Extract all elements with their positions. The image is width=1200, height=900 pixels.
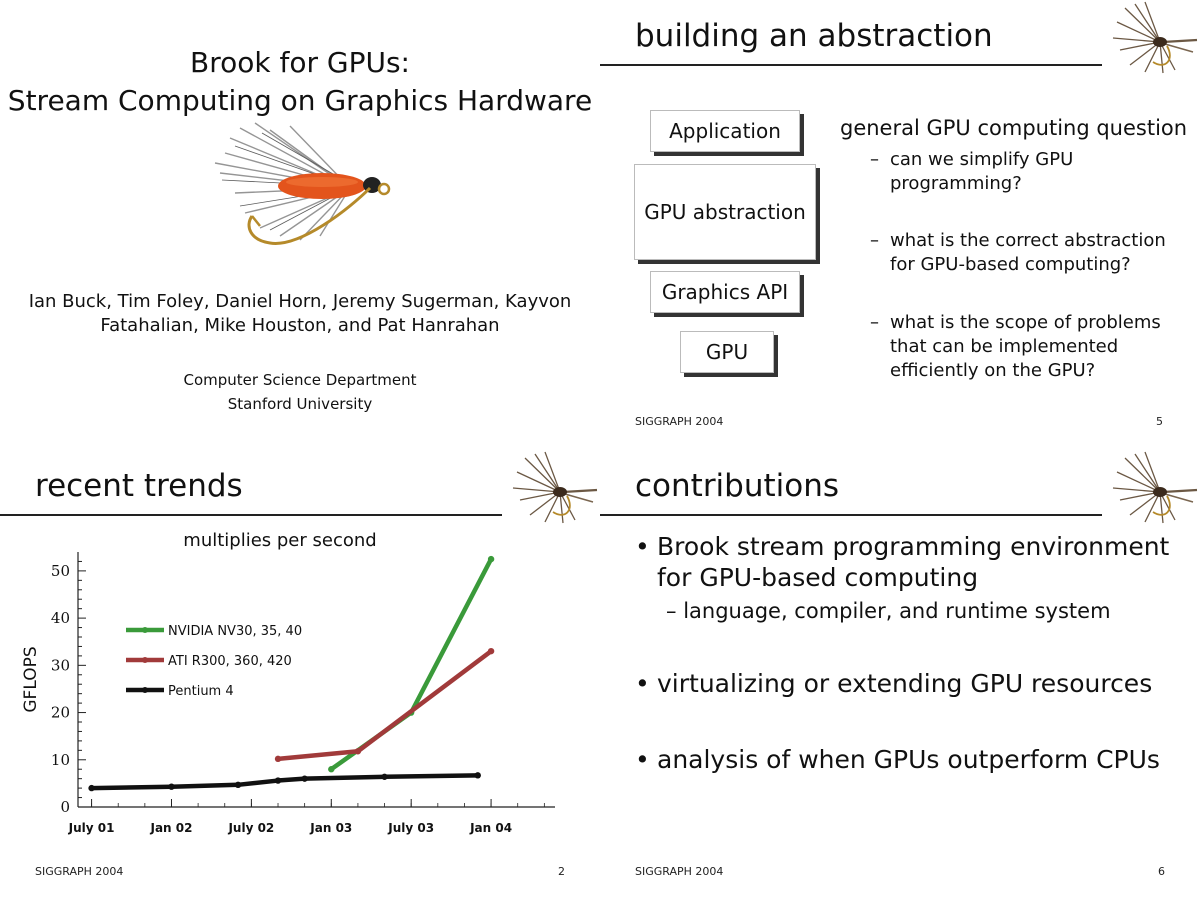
question-line: that can be implemented bbox=[890, 336, 1119, 357]
bullet-line: virtualizing or extending GPU resources bbox=[657, 669, 1153, 698]
trends-slide: recent trends multiplies per second 0 10 2… bbox=[0, 450, 600, 900]
dash-bullet: – bbox=[870, 230, 879, 251]
contribution-sub-item: – language, compiler, and runtime system bbox=[666, 599, 1111, 623]
dash-bullet: – bbox=[870, 312, 879, 333]
x-tick-label: July 01 bbox=[68, 821, 115, 835]
page-number: 6 bbox=[1158, 865, 1165, 878]
contribution-bullet: • virtualizing or extending GPU resource… bbox=[635, 668, 1177, 699]
data-point bbox=[328, 766, 335, 773]
title-slide: Brook for GPUs: Stream Computing on Grap… bbox=[0, 0, 600, 450]
slide-heading: building an abstraction bbox=[635, 18, 993, 54]
footer-conference: SIGGRAPH 2004 bbox=[635, 865, 724, 878]
question-item: – can we simplify GPU programming? bbox=[870, 148, 1190, 196]
y-tick-label: 10 bbox=[51, 751, 70, 769]
legend-label: ATI R300, 360, 420 bbox=[168, 654, 292, 669]
layer-box-gpu: GPU bbox=[680, 331, 774, 373]
y-tick-label: 20 bbox=[51, 704, 70, 722]
question-line: for GPU-based computing? bbox=[890, 254, 1131, 275]
x-tick-label: Jan 02 bbox=[149, 821, 192, 835]
page-number: 2 bbox=[558, 865, 565, 878]
question-line: efficiently on the GPU? bbox=[890, 360, 1096, 381]
bullet-dot: • bbox=[635, 532, 650, 561]
legend-label: Pentium 4 bbox=[168, 684, 234, 699]
data-point bbox=[274, 755, 282, 763]
authors-line-2: Fatahalian, Mike Houston, and Pat Hanrah… bbox=[100, 315, 500, 336]
question-line: programming? bbox=[890, 173, 1022, 194]
page-number: 5 bbox=[1156, 415, 1163, 428]
contributions-slide: contributions • Brook stream programming… bbox=[600, 450, 1200, 900]
legend-marker bbox=[142, 657, 148, 663]
layer-label: GPU abstraction bbox=[644, 200, 806, 224]
heading-rule bbox=[600, 64, 1102, 66]
legend-marker bbox=[142, 687, 148, 693]
data-point bbox=[487, 555, 495, 563]
data-point bbox=[381, 773, 388, 780]
slide-heading: contributions bbox=[635, 468, 840, 504]
heading-rule bbox=[600, 514, 1102, 516]
dash-bullet: – bbox=[870, 149, 879, 170]
bullet-dot: • bbox=[635, 669, 650, 698]
y-tick-label: 50 bbox=[51, 562, 70, 580]
heading-rule bbox=[0, 514, 502, 516]
bullet-line: analysis of when GPUs outperform CPUs bbox=[657, 745, 1160, 774]
layer-label: Application bbox=[669, 119, 781, 143]
x-tick-label: July 03 bbox=[387, 821, 434, 835]
sub-item-text: language, compiler, and runtime system bbox=[683, 599, 1111, 623]
data-point bbox=[274, 777, 282, 784]
question-line: can we simplify GPU bbox=[890, 149, 1074, 170]
data-point bbox=[88, 784, 95, 792]
contribution-bullet: • Brook stream programming environment f… bbox=[635, 531, 1177, 593]
question-item: – what is the correct abstraction for GP… bbox=[870, 229, 1190, 277]
gflops-line-chart: 0 10 20 30 40 50 July 01 Jan 02 July 02 Jan 03 Jul… bbox=[21, 552, 555, 835]
fishing-fly-image bbox=[214, 122, 391, 245]
data-point bbox=[301, 775, 308, 782]
series-line-1 bbox=[275, 648, 494, 762]
question-heading: general GPU computing question bbox=[840, 116, 1188, 140]
bullet-line: for GPU-based computing bbox=[657, 563, 979, 592]
fishing-fly-icon bbox=[1112, 1, 1198, 74]
question-item: – what is the scope of problems that can… bbox=[870, 311, 1190, 383]
bullet-line: Brook stream programming environment bbox=[657, 532, 1170, 561]
department-label: Computer Science Department bbox=[183, 371, 417, 389]
data-point bbox=[474, 772, 481, 779]
layer-box-gpu-abstraction: GPU abstraction bbox=[634, 164, 816, 260]
legend-label: NVIDIA NV30, 35, 40 bbox=[168, 624, 302, 639]
question-line: what is the scope of problems bbox=[890, 312, 1161, 333]
authors-line-1: Ian Buck, Tim Foley, Daniel Horn, Jeremy… bbox=[28, 291, 572, 312]
footer-conference: SIGGRAPH 2004 bbox=[35, 865, 124, 878]
legend-marker bbox=[142, 627, 148, 633]
series-line-2 bbox=[89, 773, 481, 791]
university-label: Stanford University bbox=[227, 395, 373, 413]
layer-label: GPU bbox=[705, 340, 749, 364]
y-axis-label: GFLOPS bbox=[21, 646, 41, 712]
data-point bbox=[354, 748, 362, 755]
fishing-fly-icon bbox=[1112, 451, 1198, 524]
series-line-0 bbox=[329, 556, 494, 772]
question-line: what is the correct abstraction bbox=[890, 230, 1166, 251]
x-tick-label: Jan 03 bbox=[309, 821, 352, 835]
layer-box-application: Application bbox=[650, 110, 800, 152]
data-point bbox=[168, 783, 175, 790]
fishing-fly-icon bbox=[512, 451, 598, 524]
data-point bbox=[234, 781, 242, 789]
contribution-bullet: • analysis of when GPUs outperform CPUs bbox=[635, 744, 1177, 775]
dash-bullet: – bbox=[666, 599, 677, 623]
x-tick-label: Jan 04 bbox=[469, 821, 512, 835]
y-tick-label: 0 bbox=[60, 798, 70, 816]
layer-box-graphics-api: Graphics API bbox=[650, 271, 800, 313]
data-point bbox=[487, 647, 495, 655]
abstraction-slide: building an abstraction Application GPU … bbox=[600, 0, 1200, 450]
slide-title-line-2: Stream Computing on Graphics Hardware bbox=[7, 84, 593, 117]
bullet-dot: • bbox=[635, 745, 650, 774]
layer-label: Graphics API bbox=[661, 280, 789, 304]
y-tick-label: 40 bbox=[51, 609, 70, 627]
footer-conference: SIGGRAPH 2004 bbox=[635, 415, 724, 428]
slide-title-line-1: Brook for GPUs: bbox=[190, 46, 410, 79]
y-tick-label: 30 bbox=[51, 656, 70, 674]
slide-heading: recent trends bbox=[35, 468, 243, 504]
x-tick-label: July 02 bbox=[227, 821, 274, 835]
chart-title: multiplies per second bbox=[183, 530, 377, 551]
